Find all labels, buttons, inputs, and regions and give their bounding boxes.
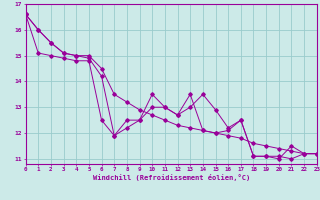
- X-axis label: Windchill (Refroidissement éolien,°C): Windchill (Refroidissement éolien,°C): [92, 174, 250, 181]
